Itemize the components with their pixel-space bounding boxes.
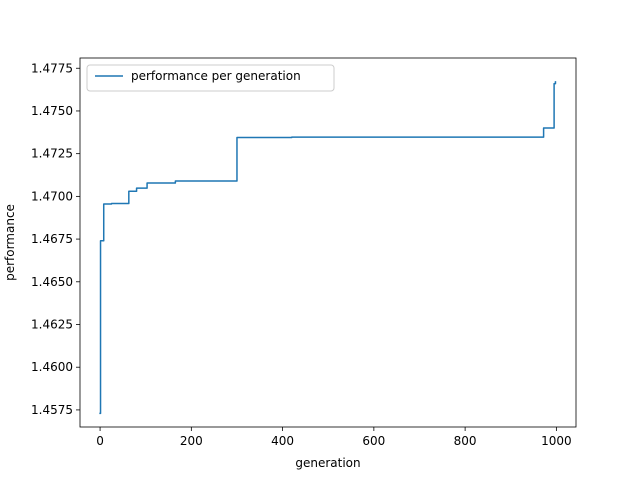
y-tick-label: 1.4575 [31,403,73,417]
x-tick-label: 1000 [541,434,572,448]
y-axis-label: performance [3,204,17,281]
x-tick-label: 0 [96,434,104,448]
y-tick-label: 1.4625 [31,318,73,332]
y-tick-label: 1.4600 [31,360,73,374]
ticks-layer: 0 200 400 600 800 1000 1.4575 1.4600 1.4625 1.465… [31,61,572,448]
legend-label: performance per generation [131,69,301,83]
legend: performance per generation [86,64,335,92]
x-tick-label: 400 [271,434,294,448]
x-axis-label: generation [295,456,360,470]
x-tick-label: 200 [180,434,203,448]
x-tick-label: 800 [454,434,477,448]
y-tick-label: 1.4675 [31,232,73,246]
plot-frame [79,57,577,428]
series-line-0 [99,81,557,415]
y-tick-label: 1.4750 [31,104,73,118]
legend-box [86,64,335,92]
series-layer [99,81,557,415]
y-tick-label: 1.4700 [31,189,73,203]
x-tick-label: 600 [362,434,385,448]
y-tick-label: 1.4775 [31,61,73,75]
y-tick-label: 1.4650 [31,275,73,289]
y-tick-label: 1.4725 [31,147,73,161]
